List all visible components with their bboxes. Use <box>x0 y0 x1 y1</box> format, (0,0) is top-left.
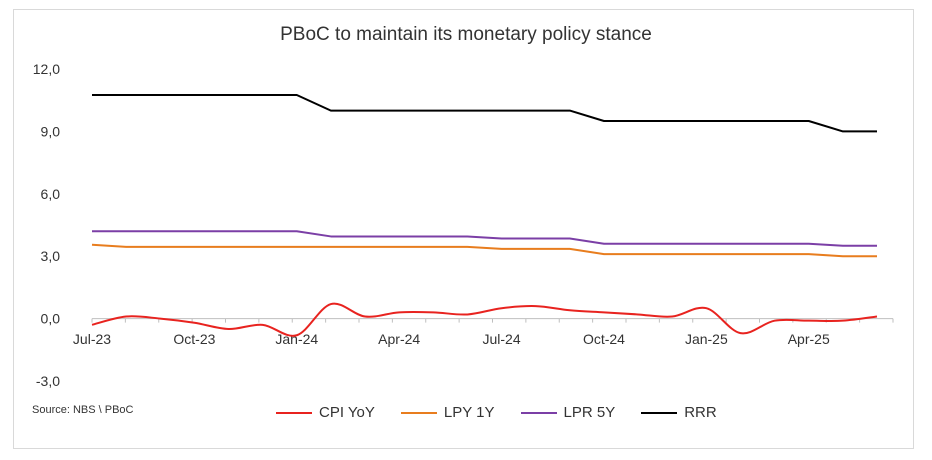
x-tick-label: Oct-24 <box>583 331 625 347</box>
legend-item-cpi[interactable]: CPI YoY <box>276 404 375 421</box>
legend-swatch-lpy-1y <box>400 411 437 414</box>
y-tick-label: 3,0 <box>41 248 61 264</box>
legend-item-rrr[interactable]: RRR <box>641 404 717 421</box>
legend-swatch-rrr <box>641 411 678 414</box>
x-tick-label: Jan-25 <box>685 331 728 347</box>
legend-swatch-lpr-5y <box>520 411 557 414</box>
legend-item-lpy-1y[interactable]: LPY 1Y <box>400 404 495 421</box>
legend-label-cpi: CPI YoY <box>319 404 375 421</box>
x-tick-label: Jul-24 <box>482 331 520 347</box>
x-tick-label: Jul-23 <box>73 331 111 347</box>
chart-title: PBoC to maintain its monetary policy sta… <box>280 24 652 45</box>
x-tick-label: Apr-24 <box>378 331 420 347</box>
series-line-rrr <box>92 94 877 133</box>
y-tick-label: 9,0 <box>41 123 61 139</box>
series-line-cpi-yoy <box>91 302 878 337</box>
legend-item-lpr-5y[interactable]: LPR 5Y <box>520 404 616 421</box>
legend-swatch-cpi <box>276 411 312 414</box>
series-line-lpr-5y <box>92 230 877 247</box>
y-tick-label: 6,0 <box>41 186 61 202</box>
chart-frame <box>13 9 914 449</box>
chart-legend: CPI YoY LPY 1Y LPR 5Y RRR <box>276 404 717 421</box>
x-tick-label: Apr-25 <box>788 331 830 347</box>
chart-source: Source: NBS \ PBoC <box>32 404 134 416</box>
y-tick-label: 0,0 <box>41 311 61 327</box>
legend-label-lpy-1y: LPY 1Y <box>443 404 495 421</box>
y-tick-label: -3,0 <box>36 373 60 389</box>
legend-label-rrr: RRR <box>684 404 717 421</box>
y-tick-label: 12,0 <box>33 61 60 77</box>
x-tick-label: Oct-23 <box>173 331 215 347</box>
series-line-lpy-1y <box>91 243 877 258</box>
legend-label-lpr-5y: LPR 5Y <box>563 404 616 421</box>
